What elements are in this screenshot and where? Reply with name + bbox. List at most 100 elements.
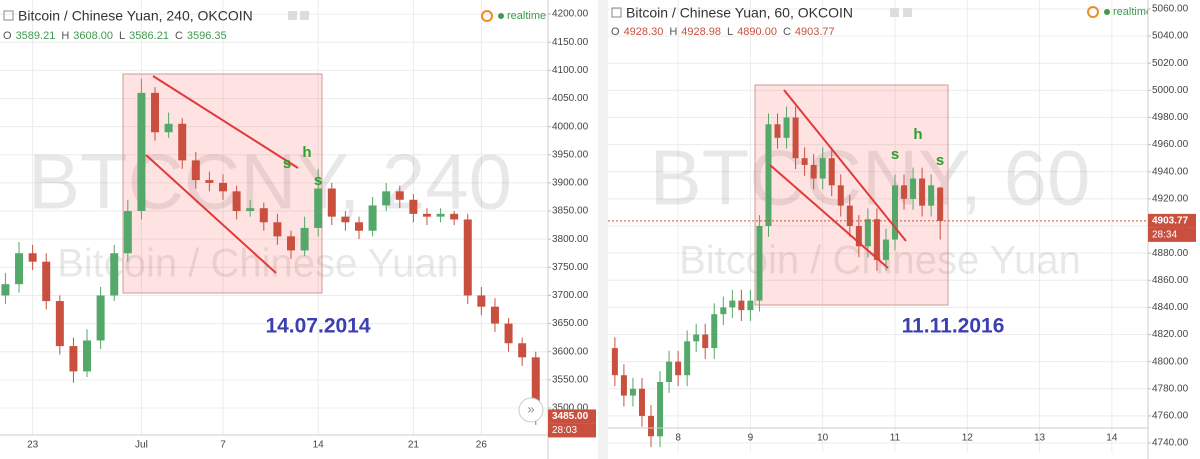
candle-body bbox=[729, 300, 736, 308]
settings-icon[interactable] bbox=[890, 8, 899, 17]
candle-body bbox=[666, 361, 673, 383]
ohlc-label: O bbox=[611, 26, 620, 38]
x-tick-label: 7 bbox=[220, 440, 226, 451]
ohlc-value: 4890.00 bbox=[737, 26, 777, 38]
candle-body bbox=[611, 348, 618, 376]
y-tick-label: 3600.00 bbox=[552, 346, 589, 357]
y-tick-label: 5040.00 bbox=[1152, 31, 1189, 42]
grid bbox=[608, 0, 1148, 452]
divider bbox=[598, 0, 608, 459]
alert-icon[interactable] bbox=[481, 10, 493, 22]
ohlc-value: 4928.30 bbox=[624, 26, 664, 38]
date-annotation: 14.07.2014 bbox=[265, 315, 370, 338]
ohlc-label: L bbox=[119, 30, 125, 42]
candle-body bbox=[910, 178, 917, 199]
candle-body bbox=[937, 187, 944, 221]
candle-body bbox=[648, 415, 655, 437]
candle-body bbox=[314, 188, 323, 228]
y-tick-label: 3900.00 bbox=[552, 178, 589, 189]
ohlc-value: 3596.35 bbox=[187, 30, 227, 42]
status-dot bbox=[498, 13, 504, 19]
candle-body bbox=[28, 253, 37, 262]
x-tick-label: 23 bbox=[27, 440, 39, 451]
chart-panel: BTCCNY, 60 Bitcoin / Chinese Yuan s h s … bbox=[608, 0, 1148, 452]
candle-body bbox=[273, 222, 282, 237]
y-tick-label: 3850.00 bbox=[552, 206, 589, 217]
x-tick-label: 8 bbox=[675, 433, 681, 444]
date-annotation: 11.11.2016 bbox=[902, 315, 1005, 338]
pattern-label: h bbox=[913, 126, 922, 143]
y-tick-label: 5060.00 bbox=[1152, 4, 1189, 15]
trend-line bbox=[152, 75, 299, 169]
y-tick-label: 3750.00 bbox=[552, 262, 589, 273]
candle-body bbox=[246, 208, 255, 212]
watermark: BTCCNY, 240 bbox=[28, 138, 512, 226]
candle-body bbox=[792, 117, 799, 159]
candle-body bbox=[675, 361, 682, 376]
ohlc-label: H bbox=[669, 26, 677, 38]
countdown: 28:03 bbox=[552, 425, 577, 436]
alert-icon[interactable] bbox=[1087, 6, 1099, 18]
ohlc-label: C bbox=[175, 30, 183, 42]
candle-body bbox=[422, 213, 431, 217]
axes: 3500.00 3550.00 3600.00 3650.00 3700.00 3750.… bbox=[27, 9, 596, 451]
candle-body bbox=[891, 185, 898, 240]
y-tick-label: 3650.00 bbox=[552, 318, 589, 329]
candle-body bbox=[110, 253, 119, 296]
candle-body bbox=[864, 219, 871, 247]
x-tick-label: Jul bbox=[135, 440, 148, 451]
x-tick-label: 12 bbox=[962, 433, 974, 444]
pattern-label: s bbox=[891, 146, 899, 163]
symbol-icon[interactable] bbox=[611, 7, 622, 18]
candle-body bbox=[919, 178, 926, 206]
candle-body bbox=[96, 295, 105, 341]
candle-body bbox=[395, 191, 404, 200]
candle-body bbox=[901, 185, 908, 199]
candle-body bbox=[518, 343, 527, 358]
y-tick-label: 4820.00 bbox=[1152, 329, 1189, 340]
ohlc-label: L bbox=[727, 26, 733, 38]
scroll-button[interactable] bbox=[518, 397, 544, 423]
candle-body bbox=[711, 314, 718, 349]
x-tick-label: 26 bbox=[476, 440, 488, 451]
candle-body bbox=[219, 182, 228, 192]
ohlc-value: 3586.21 bbox=[129, 30, 169, 42]
settings-icon[interactable] bbox=[300, 11, 309, 20]
candle-body bbox=[382, 191, 391, 206]
y-tick-label: 4740.00 bbox=[1152, 438, 1189, 449]
ohlc-value: 3608.00 bbox=[73, 30, 113, 42]
candle-body bbox=[178, 123, 187, 161]
candle-body bbox=[819, 158, 826, 179]
settings-icon[interactable] bbox=[288, 11, 297, 20]
ohlc-label: O bbox=[3, 30, 12, 42]
y-tick-label: 3950.00 bbox=[552, 149, 589, 160]
candle-body bbox=[928, 185, 935, 206]
settings-icon[interactable] bbox=[903, 8, 912, 17]
symbol-icon[interactable] bbox=[3, 10, 14, 21]
candle-body bbox=[783, 117, 790, 138]
y-tick-label: 3800.00 bbox=[552, 234, 589, 245]
candle-body bbox=[810, 164, 817, 179]
candle-body bbox=[137, 92, 146, 212]
candle-body bbox=[191, 160, 200, 181]
candle-body bbox=[463, 219, 472, 296]
ohlc-label: H bbox=[61, 30, 69, 42]
countdown-box bbox=[1148, 227, 1196, 242]
candle-body bbox=[205, 180, 214, 183]
x-tick-label: 10 bbox=[817, 433, 829, 444]
chart-title: Bitcoin / Chinese Yuan, 240, OKCOIN bbox=[18, 8, 253, 24]
y-tick-label: 4000.00 bbox=[552, 121, 589, 132]
candle-body bbox=[232, 191, 241, 212]
candles bbox=[1, 78, 540, 425]
scroll-icon[interactable]: » bbox=[527, 401, 534, 416]
candle-body bbox=[300, 227, 309, 251]
last-price-box bbox=[1148, 213, 1196, 228]
candle-body bbox=[15, 253, 24, 285]
candle-body bbox=[354, 222, 363, 231]
pattern-label: s bbox=[283, 155, 291, 172]
candle-body bbox=[164, 123, 173, 133]
y-tick-label: 4150.00 bbox=[552, 37, 589, 48]
watermark: BTCCNY, 60 bbox=[650, 134, 1091, 222]
candle-body bbox=[151, 92, 160, 133]
